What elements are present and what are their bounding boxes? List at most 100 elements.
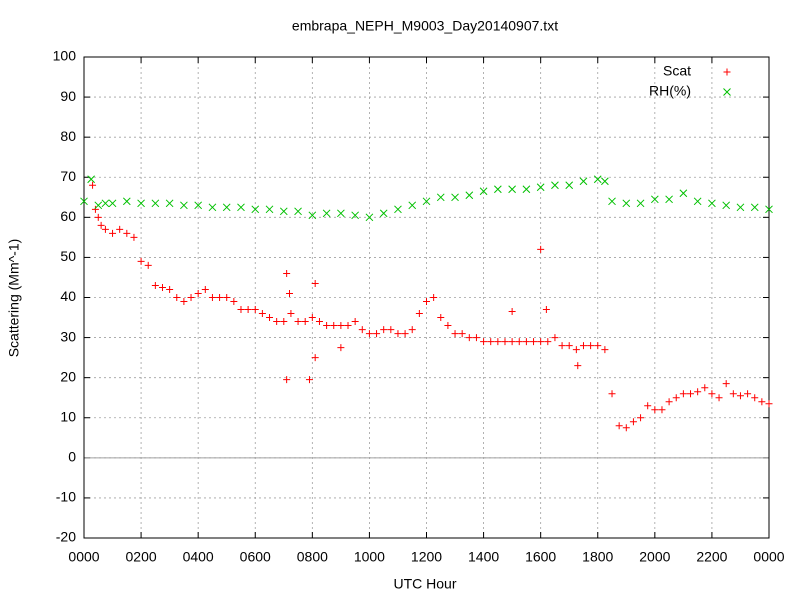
- data-point: [622, 199, 631, 208]
- data-point: [283, 269, 291, 277]
- data-point: [558, 342, 566, 350]
- data-point: [565, 181, 574, 190]
- data-point: [522, 338, 530, 346]
- x-tick-label: 1800: [582, 549, 613, 565]
- x-tick-label: 0600: [240, 549, 271, 565]
- data-point: [373, 330, 381, 338]
- data-point: [687, 390, 695, 398]
- data-point: [158, 283, 166, 291]
- data-point: [94, 213, 102, 221]
- data-point: [323, 322, 331, 330]
- data-point: [750, 203, 759, 212]
- data-point: [286, 289, 293, 297]
- data-point: [311, 354, 319, 362]
- data-point: [693, 197, 702, 206]
- data-point: [758, 398, 766, 406]
- data-point: [80, 197, 88, 206]
- data-point: [222, 203, 231, 212]
- data-point: [351, 318, 359, 326]
- data-point: [330, 322, 338, 330]
- data-point: [401, 330, 409, 338]
- y-tick-label: 60: [60, 208, 76, 224]
- data-point: [308, 314, 316, 322]
- data-point: [551, 181, 559, 190]
- data-point: [109, 229, 117, 237]
- plot-border: [83, 56, 770, 539]
- legend-label: Scat: [663, 63, 691, 79]
- data-point: [251, 205, 260, 214]
- data-point: [301, 318, 309, 326]
- data-point: [480, 338, 488, 346]
- data-point: [194, 201, 203, 210]
- y-tick-label: 80: [60, 128, 76, 144]
- data-point: [87, 175, 95, 184]
- data-point: [574, 362, 582, 370]
- data-point: [279, 207, 288, 216]
- x-tick-label: 2000: [639, 549, 670, 565]
- data-point: [644, 402, 652, 410]
- data-point: [89, 181, 97, 189]
- data-point: [258, 310, 266, 318]
- data-point: [165, 199, 174, 208]
- data-point: [344, 322, 352, 330]
- data-point: [358, 326, 366, 334]
- data-point: [629, 418, 637, 426]
- data-point: [337, 344, 345, 352]
- data-point: [130, 233, 138, 241]
- data-point: [708, 390, 716, 398]
- y-tick-label: 40: [60, 288, 76, 304]
- data-point: [537, 338, 545, 346]
- data-point: [522, 185, 531, 194]
- data-point: [487, 338, 495, 346]
- y-tick-label: 90: [60, 88, 76, 104]
- y-tick-label: 10: [60, 408, 76, 424]
- data-point: [187, 294, 195, 301]
- x-tick-label: 0800: [297, 549, 328, 565]
- y-tick-label: 70: [60, 168, 76, 184]
- data-point: [593, 175, 602, 184]
- data-point: [436, 193, 445, 202]
- data-point: [665, 398, 673, 406]
- y-tick-label: 100: [53, 48, 77, 64]
- data-point: [679, 390, 687, 398]
- data-point: [608, 197, 616, 206]
- data-point: [116, 225, 124, 233]
- data-point: [266, 314, 274, 322]
- data-point: [237, 203, 245, 212]
- x-tick-label: 1600: [525, 549, 556, 565]
- data-point: [515, 338, 523, 346]
- data-point: [166, 285, 174, 293]
- legend-label: RH(%): [649, 83, 691, 99]
- chart-title: embrapa_NEPH_M9003_Day20140907.txt: [292, 18, 558, 34]
- data-point: [387, 326, 395, 334]
- data-point: [337, 322, 345, 330]
- y-tick-label: 50: [60, 248, 76, 264]
- data-point: [479, 187, 488, 196]
- data-point: [365, 213, 374, 222]
- data-point: [422, 197, 431, 206]
- data-point: [122, 197, 131, 206]
- x-tick-label: 2200: [696, 549, 727, 565]
- data-point: [601, 346, 609, 354]
- data-point: [636, 199, 645, 208]
- data-point: [494, 338, 502, 346]
- data-point: [408, 201, 417, 210]
- data-point: [365, 330, 373, 338]
- data-point: [144, 261, 152, 269]
- data-point: [536, 183, 545, 192]
- data-point: [180, 201, 188, 210]
- data-point: [137, 199, 145, 208]
- data-point: [444, 322, 452, 330]
- legend-marker: [723, 68, 731, 76]
- data-point: [423, 298, 430, 306]
- data-point: [173, 294, 181, 301]
- data-point: [265, 205, 274, 214]
- data-point: [637, 414, 645, 422]
- data-point: [537, 245, 545, 253]
- y-tick-label: 20: [60, 368, 76, 384]
- data-point: [744, 390, 752, 398]
- data-point: [544, 338, 552, 346]
- data-point: [542, 306, 550, 314]
- y-axis-label: Scattering (Mm^-1): [6, 239, 22, 358]
